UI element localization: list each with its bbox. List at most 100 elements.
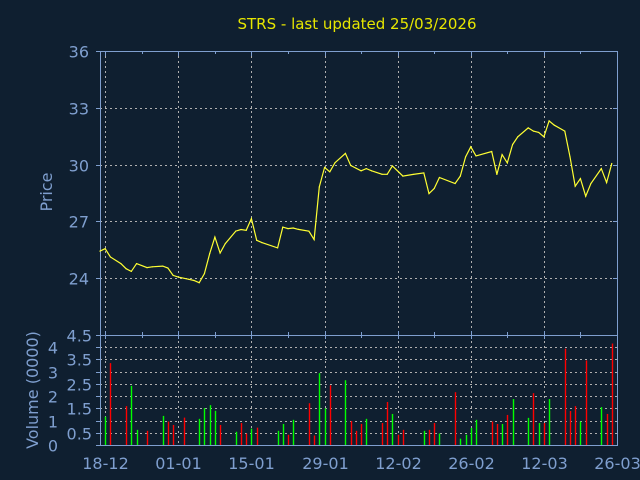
volume-tick-label: 3 [48, 364, 58, 383]
price-point [146, 266, 148, 269]
price-point [569, 156, 571, 158]
x-tick-label: 12-03 [521, 454, 568, 473]
price-point [590, 182, 592, 185]
price-point [313, 238, 315, 241]
price-point [344, 152, 347, 155]
price-point [365, 167, 367, 170]
price-point [423, 172, 425, 174]
price-point [323, 166, 326, 169]
price-point [464, 156, 467, 158]
price-point [198, 282, 200, 284]
price-point [548, 120, 550, 122]
volume-tick-label: 4 [48, 339, 58, 358]
price-point [517, 136, 519, 138]
price-point [538, 131, 540, 134]
price-point [125, 268, 127, 270]
tick-labels: 18-12 01-01 15-01 29-01 12-02 26-02 12-03 26-03… [48, 43, 640, 474]
axes [96, 51, 618, 446]
price-point [250, 217, 253, 220]
price-point [151, 266, 153, 268]
price-point [329, 171, 331, 173]
price-point [130, 270, 132, 272]
price-point [162, 265, 164, 267]
x-tick-label: 15-01 [228, 454, 275, 473]
price-tick-label: 36 [69, 43, 89, 62]
volume-tick-label: 0.5 [67, 425, 92, 444]
price-point [454, 182, 456, 185]
price-point [611, 162, 613, 165]
x-tick-label: 01-01 [155, 454, 202, 473]
x-tick-label: 26-02 [448, 454, 495, 473]
price-point [564, 130, 566, 132]
price-point [543, 136, 545, 138]
price-line-group [99, 119, 613, 284]
price-point [235, 230, 237, 232]
price-point [276, 247, 279, 249]
price-point [308, 230, 310, 232]
volume-bars [104, 343, 614, 445]
price-point [381, 173, 383, 175]
volume-tick-label: 4.5 [67, 327, 92, 346]
price-point [172, 274, 174, 276]
price-point [511, 143, 514, 146]
price-point [104, 248, 106, 250]
price-point [605, 181, 608, 184]
grid [100, 51, 617, 445]
price-point [475, 155, 477, 157]
price-point [214, 236, 216, 238]
price-point [99, 250, 101, 252]
price-point [600, 167, 602, 170]
price-point [360, 170, 362, 172]
volume-tick-label: 0 [48, 437, 58, 456]
price-point [370, 170, 373, 172]
price-point [402, 175, 404, 177]
price-point [203, 273, 206, 275]
price-point [506, 162, 508, 164]
price-point [459, 175, 461, 177]
price-point [574, 185, 576, 187]
volume-plot-frame [100, 335, 618, 446]
price-point [209, 252, 211, 255]
volume-tick-label: 1.5 [67, 400, 92, 419]
price-point [527, 127, 529, 129]
price-point [188, 278, 190, 280]
price-point [386, 173, 388, 175]
price-tick-label: 30 [69, 157, 89, 176]
price-point [219, 252, 221, 254]
price-point [532, 130, 535, 132]
price-point [318, 186, 320, 188]
price-point [167, 267, 169, 269]
price-point [585, 195, 587, 197]
price-point [261, 242, 263, 244]
price-point [256, 239, 258, 241]
price-point [438, 176, 441, 179]
price-point [334, 162, 336, 164]
price-point [224, 242, 226, 245]
price-tick-label: 33 [69, 100, 89, 119]
price-point [287, 227, 289, 230]
price-point [135, 263, 138, 265]
volume-tick-label: 3.5 [67, 351, 92, 370]
price-point [579, 178, 582, 180]
price-point [496, 173, 498, 176]
volume-tick-label: 2.5 [67, 376, 92, 395]
price-tick-label: 27 [69, 213, 89, 232]
price-point [292, 227, 294, 229]
price-axis-label: Price [37, 172, 56, 211]
x-tick-label: 26-03 [594, 454, 640, 473]
price-point [245, 229, 247, 231]
price-point [177, 276, 179, 278]
price-point [428, 192, 430, 195]
price-point [501, 153, 503, 156]
volume-axis-label: Volume (0000) [23, 331, 42, 449]
price-point [412, 173, 414, 176]
price-point [350, 164, 352, 167]
price-point [391, 165, 394, 167]
price-point [240, 228, 242, 231]
x-tick-label: 29-01 [302, 454, 349, 473]
price-point [553, 124, 555, 126]
chart-title: STRS - last updated 25/03/2026 [238, 15, 477, 33]
price-point [433, 187, 435, 190]
price-line [99, 119, 613, 284]
